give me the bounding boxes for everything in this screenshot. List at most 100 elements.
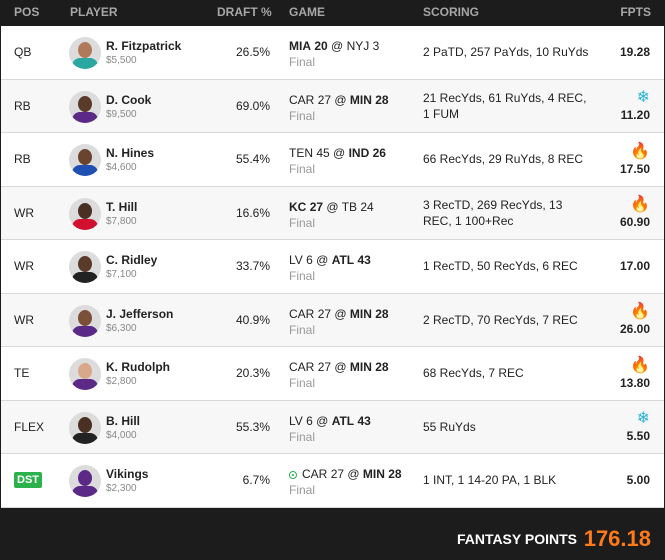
game-status: Final: [289, 322, 316, 337]
team-away: CAR: [289, 306, 315, 321]
score-away: 27: [317, 360, 332, 374]
scoring-detail: 21 RecYds, 61 RuYds, 4 REC, 1 FUM: [423, 80, 593, 133]
score-away: 27: [317, 92, 332, 107]
position-cell: WR: [14, 240, 34, 293]
fpts-cell: 🔥 17.50: [620, 133, 650, 186]
header-scoring[interactable]: SCORING: [423, 5, 480, 19]
player-salary: $9,500: [106, 108, 137, 120]
score-home: 43: [357, 253, 371, 267]
header-game[interactable]: GAME: [289, 5, 325, 19]
team-away: LV: [289, 413, 303, 428]
game-matchup: KC 27 @ TB 24: [289, 199, 374, 214]
player-name[interactable]: N. Hines: [106, 146, 155, 160]
fantasy-points-value: 17.50: [619, 161, 650, 176]
position-cell: WR: [14, 187, 34, 240]
avatar-head: [78, 256, 92, 272]
draft-percent: 55.4%: [235, 152, 270, 167]
player-name[interactable]: C. Ridley: [106, 253, 158, 267]
scoring-detail: 2 PaTD, 257 PaYds, 10 RuYds: [423, 26, 593, 79]
table-row[interactable]: DST Vikings $2,300 6.7% CAR 27 @ MIN 28 Final…: [1, 454, 664, 508]
fpts-cell: 17.00: [620, 240, 650, 293]
player-name[interactable]: D. Cook: [106, 92, 152, 107]
avatar[interactable]: [69, 144, 101, 176]
fpts-cell: ❄ 5.50: [627, 401, 650, 454]
score-home: 28: [375, 360, 389, 374]
player-name[interactable]: Vikings: [106, 467, 149, 481]
game-matchup: MIA 20 @ NYJ 3: [289, 39, 380, 53]
score-home: 26: [372, 146, 386, 160]
scoring-detail: 1 INT, 1 14-20 PA, 1 BLK: [423, 454, 593, 507]
avatar[interactable]: [69, 304, 101, 337]
avatar[interactable]: [69, 465, 101, 497]
scoring-detail: 66 RecYds, 29 RuYds, 8 REC: [423, 133, 593, 186]
avatar-jersey: [72, 432, 98, 444]
game-matchup: CAR 27 @ MIN 28: [289, 360, 389, 374]
table-row[interactable]: RB D. Cook $9,500 69.0% CAR 27 @ MIN 28 Final…: [1, 79, 664, 133]
player-name[interactable]: J. Jefferson: [106, 306, 174, 321]
fantasy-points-label: FANTASY POINTS: [456, 531, 577, 547]
table-row[interactable]: WR C. Ridley $7,100 33.7% LV 6 @ ATL 43 Final…: [1, 240, 664, 294]
fantasy-points-value: 26.00: [619, 322, 650, 337]
header-pos[interactable]: POS: [14, 5, 40, 19]
team-away: MIA: [289, 39, 311, 53]
position-label: FLEX: [14, 419, 45, 434]
table-row[interactable]: WR J. Jefferson $6,300 40.9% CAR 27 @ MIN 28…: [1, 293, 664, 347]
draft-percent: 69.0%: [235, 98, 270, 113]
score-home: 28: [388, 467, 402, 481]
avatar-jersey: [72, 111, 98, 123]
game-status: Final: [289, 376, 316, 390]
player-name[interactable]: B. Hill: [106, 413, 141, 428]
scoring-text: 2 PaTD, 257 PaYds, 10 RuYds: [423, 45, 589, 60]
snowflake-icon: ❄: [636, 410, 650, 428]
team-home: ATL: [331, 413, 355, 428]
draft-percent: 26.5%: [235, 45, 270, 60]
game-matchup: LV 6 @ ATL 43: [289, 253, 371, 267]
fire-icon: 🔥: [630, 356, 650, 374]
scoring-detail: 1 RecTD, 50 RecYds, 6 REC: [423, 240, 593, 293]
position-cell: QB: [14, 26, 31, 79]
fantasy-points-total: 176.18: [583, 526, 651, 551]
team-away: TEN: [289, 146, 313, 160]
avatar-jersey: [72, 379, 98, 390]
header-fpts[interactable]: FPTS: [620, 5, 651, 19]
avatar[interactable]: [69, 37, 101, 69]
team-away: CAR: [302, 467, 328, 481]
team-away: CAR: [289, 92, 315, 107]
table-header: POS PLAYER DRAFT % GAME SCORING FPTS: [0, 0, 665, 26]
header-player[interactable]: PLAYER: [70, 5, 118, 19]
fantasy-points-value: 5.00: [626, 473, 650, 488]
fantasy-points-value: 19.28: [619, 45, 650, 60]
team-home: IND: [348, 146, 370, 160]
player-name[interactable]: K. Rudolph: [106, 360, 170, 374]
game-status: Final: [289, 162, 316, 176]
header-draft[interactable]: DRAFT %: [217, 5, 272, 19]
table-row[interactable]: TE K. Rudolph $2,800 20.3% CAR 27 @ MIN 28 Fi…: [1, 347, 664, 401]
table-row[interactable]: FLEX B. Hill $4,000 55.3% LV 6 @ ATL 43 Final…: [1, 400, 664, 454]
avatar-head: [78, 363, 92, 379]
table-row[interactable]: RB N. Hines $4,600 55.4% TEN 45 @ IND 26 Fina…: [1, 133, 664, 187]
player-salary: $6,300: [106, 322, 137, 334]
scoring-text: 21 RecYds, 61 RuYds, 4 REC, 1 FUM: [423, 90, 587, 121]
player-name[interactable]: R. Fitzpatrick: [106, 39, 182, 53]
avatar[interactable]: [69, 90, 101, 123]
position-cell: RB: [14, 133, 31, 186]
score-away: 27: [309, 199, 324, 214]
snowflake-icon: ❄: [636, 89, 650, 107]
avatar[interactable]: [69, 358, 101, 390]
scoring-detail: 55 RuYds: [423, 401, 593, 454]
avatar[interactable]: [69, 251, 101, 283]
avatar[interactable]: [69, 197, 101, 230]
table-row[interactable]: QB R. Fitzpatrick $5,500 26.5% MIA 20 @ NYJ …: [1, 26, 664, 80]
player-salary: $4,600: [106, 162, 137, 173]
avatar[interactable]: [69, 411, 101, 444]
fire-icon: 🔥: [630, 303, 650, 321]
team-home: MIN: [349, 306, 372, 321]
scoring-detail: 68 RecYds, 7 REC: [423, 347, 593, 400]
scoring-text: 68 RecYds, 7 REC: [423, 366, 524, 381]
game-status: Final: [289, 483, 316, 497]
position-label: RB: [14, 152, 31, 167]
player-name[interactable]: T. Hill: [106, 199, 138, 214]
table-row[interactable]: WR T. Hill $7,800 16.6% KC 27 @ TB 24 Final 3 …: [1, 186, 664, 240]
position-label: TE: [14, 366, 30, 381]
position-label: QB: [14, 45, 32, 60]
